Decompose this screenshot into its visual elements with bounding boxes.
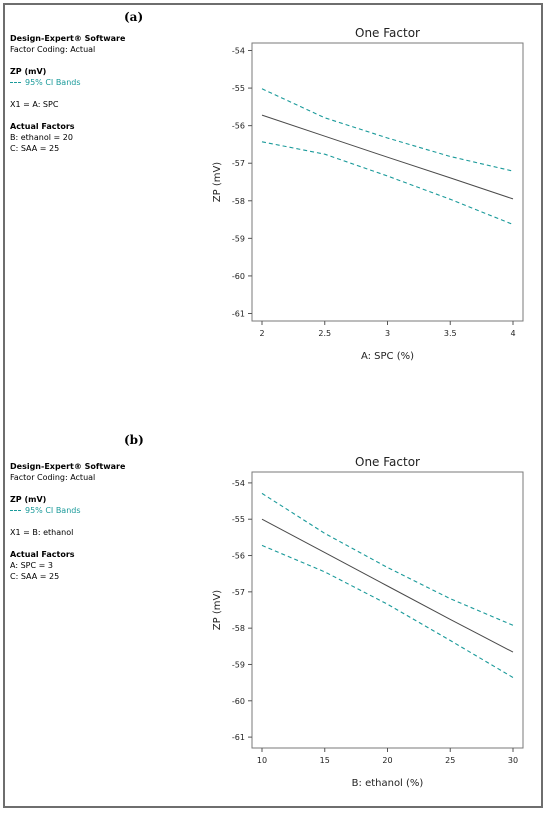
software-name: Design-Expert® Software [10,462,126,471]
actual-factor: B: ethanol = 20 [10,133,73,142]
x-tick-label: 3 [385,329,390,338]
x-tick-label: 20 [382,756,392,765]
response-name: ZP (mV) [10,495,47,504]
response-name: ZP (mV) [10,67,47,76]
actual-factor: C: SAA = 25 [10,572,60,581]
y-axis-label: ZP (mV) [212,162,223,203]
y-tick-label: -57 [232,588,245,597]
y-tick-label: -60 [232,697,245,706]
actual-factors-title: Actual Factors [10,550,75,559]
x-tick-label: 25 [445,756,455,765]
y-tick-label: -54 [232,47,245,56]
plot-area [251,42,524,322]
x-tick-label: 30 [508,756,518,765]
actual-factor: C: SAA = 25 [10,144,60,153]
factor-coding: Factor Coding: Actual [10,45,96,54]
y-tick-label: -55 [232,515,245,524]
y-tick-label: -58 [232,624,245,633]
x-tick-label: 10 [257,756,267,765]
x-tick-label: 2 [259,329,264,338]
x1-factor: X1 = A: SPC [10,100,59,109]
info-block-b: Design-Expert® Software Factor Coding: A… [10,461,125,582]
ci-legend-label: 95% CI Bands [25,78,81,87]
ci-lower-band [261,544,514,678]
y-tick-label: -61 [232,309,245,318]
panel-label-a: (a) [124,10,144,24]
x-tick-label: 3.5 [444,329,457,338]
ci-upper-band [261,88,514,172]
panel-label-b: (b) [124,433,144,447]
y-tick-label: -61 [232,733,245,742]
ci-legend: 95% CI Bands [10,77,125,88]
y-tick-label: -59 [232,660,245,669]
y-tick-label: -55 [232,84,245,93]
dashed-line-icon [10,510,21,511]
actual-factor: A: SPC = 3 [10,561,53,570]
y-axis-label: ZP (mV) [212,590,223,631]
y-tick-label: -56 [232,552,245,561]
x1-factor: X1 = B: ethanol [10,528,74,537]
x-tick-label: 4 [510,329,515,338]
y-tick-label: -56 [232,122,245,131]
x-axis-label: B: ethanol (%) [352,778,424,789]
ci-lower-band [261,141,514,226]
y-tick-label: -57 [232,159,245,168]
x-tick-label: 2.5 [318,329,331,338]
software-name: Design-Expert® Software [10,34,126,43]
prediction-line [261,114,514,200]
x-axis-label: A: SPC (%) [361,351,414,362]
info-block-a: Design-Expert® Software Factor Coding: A… [10,33,125,154]
chart-title: One Factor [355,26,420,40]
y-tick-label: -54 [232,479,245,488]
y-tick-label: -59 [232,234,245,243]
x-tick-label: 15 [320,756,330,765]
ci-legend: 95% CI Bands [10,505,125,516]
dashed-line-icon [10,82,21,83]
ci-upper-band [261,492,514,626]
chart-title: One Factor [355,455,420,469]
ci-legend-label: 95% CI Bands [25,506,81,515]
actual-factors-title: Actual Factors [10,122,75,131]
y-tick-label: -58 [232,197,245,206]
y-tick-label: -60 [232,272,245,281]
prediction-line [261,518,514,653]
figure-frame [3,3,543,808]
factor-coding: Factor Coding: Actual [10,473,96,482]
